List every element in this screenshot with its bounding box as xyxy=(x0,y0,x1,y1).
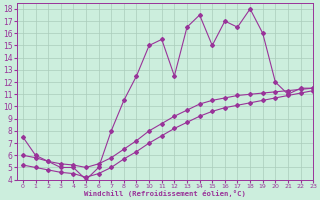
X-axis label: Windchill (Refroidissement éolien,°C): Windchill (Refroidissement éolien,°C) xyxy=(84,190,246,197)
